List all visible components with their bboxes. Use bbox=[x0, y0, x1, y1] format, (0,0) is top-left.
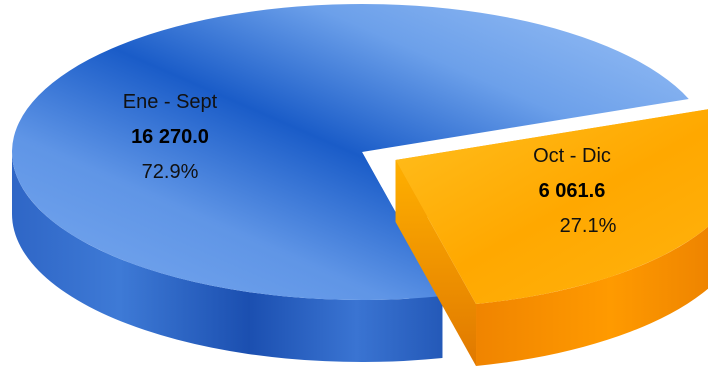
pie-slice-ene-sept bbox=[12, 4, 689, 362]
slice-percent-ene-sept: 72.9% bbox=[142, 161, 199, 183]
pie-slice-top bbox=[395, 109, 708, 305]
slice-value-ene-sept: 16 270.0 bbox=[131, 126, 209, 148]
pie-slice-side bbox=[476, 226, 708, 367]
pie-slice-cut-face bbox=[395, 159, 477, 367]
pie-slice-oct-dic bbox=[395, 109, 708, 367]
slice-value-oct-dic: 6 061.6 bbox=[539, 180, 606, 202]
slice-label-oct-dic: Oct - Dic bbox=[533, 145, 611, 167]
pie-slice-top bbox=[12, 4, 689, 300]
pie-slice-side bbox=[12, 152, 443, 362]
slice-label-ene-sept: Ene - Sept bbox=[123, 91, 218, 113]
slice-percent-oct-dic: 27.1% bbox=[560, 215, 617, 237]
